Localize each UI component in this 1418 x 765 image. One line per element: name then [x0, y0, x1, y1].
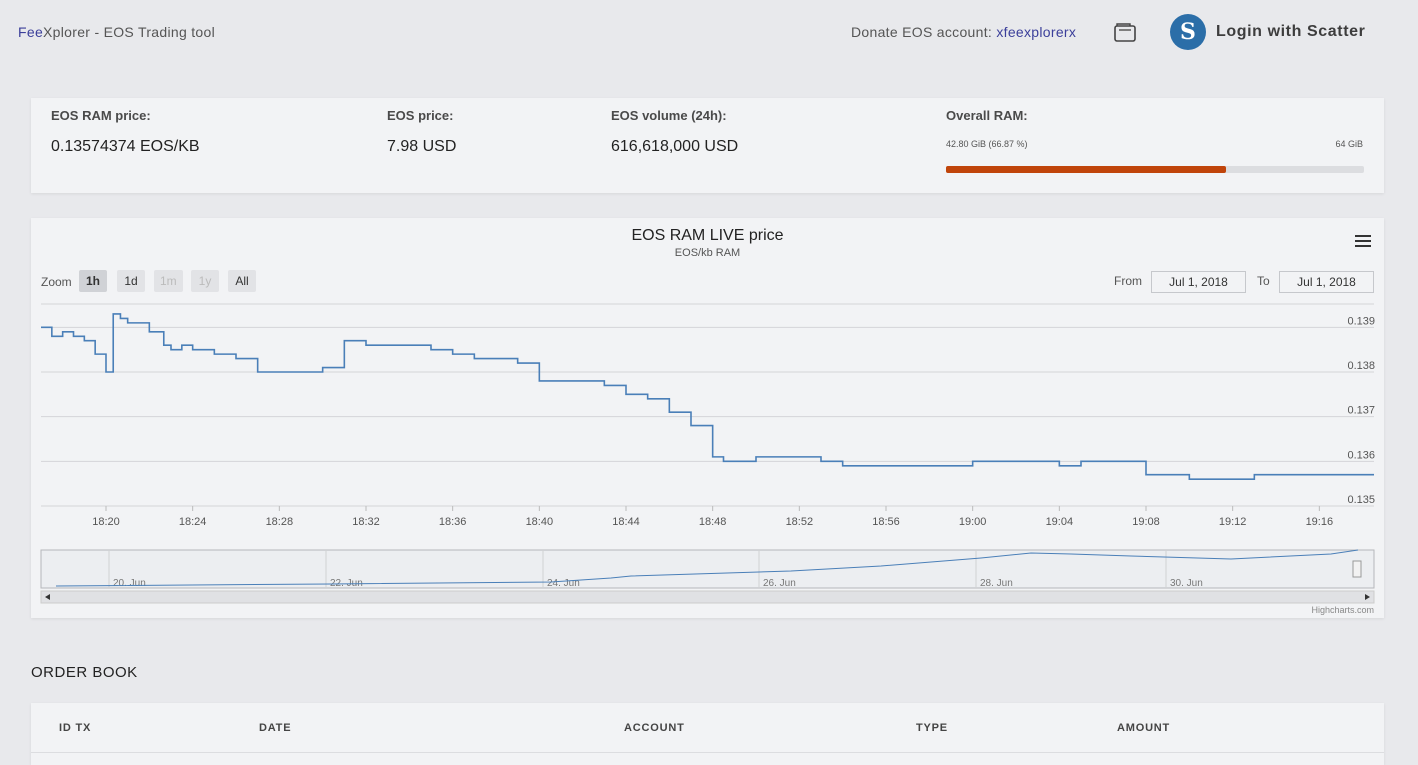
ram-price-value: 0.13574374 EOS/KB [51, 138, 200, 155]
ram-total-text: 64 GiB [1335, 139, 1363, 149]
from-date-input[interactable]: Jul 1, 2018 [1151, 271, 1246, 293]
navigator-scrollbar[interactable] [40, 590, 1375, 604]
column-id-tx[interactable]: ID TX [59, 722, 92, 734]
eos-price-value: 7.98 USD [387, 138, 457, 155]
ram-price-chart: EOS RAM LIVE price EOS/kb RAM Zoom 1h 1d… [31, 218, 1384, 618]
order-book-header: ID TX DATE ACCOUNT TYPE AMOUNT [31, 703, 1384, 753]
column-date[interactable]: DATE [259, 722, 292, 734]
x-tick-label: 18:28 [266, 516, 294, 528]
x-tick-label: 19:16 [1306, 516, 1334, 528]
zoom-1y-button[interactable]: 1y [191, 270, 219, 292]
login-with-scatter-button[interactable]: S Login with Scatter [1170, 14, 1365, 50]
overall-ram-label: Overall RAM: [946, 108, 1028, 123]
price-series-line [41, 313, 1374, 480]
donate-account-link[interactable]: xfeexplorerx [996, 24, 1077, 40]
volume-value: 616,618,000 USD [611, 138, 739, 155]
y-tick-label: 0.139 [1347, 315, 1375, 327]
x-tick-label: 19:04 [1046, 516, 1074, 528]
chart-title: EOS RAM LIVE price [631, 227, 784, 244]
zoom-all-button[interactable]: All [228, 270, 256, 292]
zoom-1d-button[interactable]: 1d [117, 270, 145, 292]
donate-info: Donate EOS account: xfeexplorerx [851, 24, 1076, 40]
wallet-icon[interactable] [1114, 22, 1136, 42]
x-tick-label: 18:44 [612, 516, 640, 528]
zoom-label: Zoom [41, 275, 72, 289]
x-tick-label: 18:40 [526, 516, 554, 528]
brand-prefix: Fee [18, 24, 44, 40]
eos-price-label: EOS price: [387, 108, 454, 123]
order-book-table: ID TX DATE ACCOUNT TYPE AMOUNT [31, 703, 1384, 765]
scroll-left-arrow-icon[interactable] [45, 594, 50, 600]
stats-panel: EOS RAM price: 0.13574374 EOS/KB EOS pri… [31, 98, 1384, 193]
column-account[interactable]: ACCOUNT [624, 722, 685, 734]
x-tick-label: 18:32 [352, 516, 380, 528]
zoom-1m-button[interactable]: 1m [154, 270, 183, 292]
y-tick-label: 0.138 [1347, 360, 1375, 372]
navigator-date-label: 26. Jun [763, 578, 796, 589]
x-tick-label: 19:00 [959, 516, 987, 528]
navigator-date-label: 30. Jun [1170, 578, 1203, 589]
column-amount[interactable]: AMOUNT [1117, 722, 1171, 734]
ram-used-text: 42.80 GiB (66.87 %) [946, 139, 1028, 149]
navigator-date-label: 28. Jun [980, 578, 1013, 589]
x-tick-label: 18:20 [92, 516, 120, 528]
volume-label: EOS volume (24h): [611, 108, 727, 123]
x-tick-label: 18:48 [699, 516, 727, 528]
header: FeeXplorer - EOS Trading tool Donate EOS… [0, 0, 1418, 64]
ram-progress-fill [946, 166, 1226, 173]
scroll-right-arrow-icon[interactable] [1365, 594, 1370, 600]
y-tick-label: 0.137 [1347, 405, 1375, 417]
from-label: From [1114, 274, 1142, 288]
hamburger-menu-icon[interactable] [1355, 235, 1371, 247]
x-tick-label: 18:56 [872, 516, 900, 528]
navigator-date-label: 20. Jun [113, 578, 146, 589]
x-tick-label: 18:24 [179, 516, 207, 528]
highcharts-credit[interactable]: Highcharts.com [1311, 605, 1374, 615]
column-type[interactable]: TYPE [916, 722, 948, 734]
x-tick-label: 19:12 [1219, 516, 1247, 528]
to-label: To [1257, 274, 1270, 288]
x-tick-label: 18:36 [439, 516, 467, 528]
brand-logo[interactable]: FeeXplorer - EOS Trading tool [18, 24, 215, 40]
scatter-logo-icon: S [1170, 14, 1206, 50]
ram-progress-bar [946, 166, 1364, 173]
y-tick-label: 0.136 [1347, 449, 1375, 461]
chart-plot-area[interactable]: 0.135 0.136 0.137 0.138 0.139 18:20 18:24 18:28… [31, 218, 1384, 618]
navigator-date-label: 24. Jun [547, 578, 580, 589]
order-book-title: ORDER BOOK [31, 664, 138, 681]
navigator-handle[interactable] [1352, 560, 1362, 578]
ram-price-label: EOS RAM price: [51, 108, 151, 123]
donate-label: Donate EOS account: [851, 24, 993, 40]
brand-name: Xplorer - EOS Trading tool [43, 24, 216, 40]
navigator-series-line [55, 549, 1359, 587]
login-label: Login with Scatter [1216, 23, 1366, 40]
chart-subtitle: EOS/kb RAM [674, 247, 741, 259]
to-date-input[interactable]: Jul 1, 2018 [1279, 271, 1374, 293]
x-tick-label: 19:08 [1132, 516, 1160, 528]
zoom-1h-button[interactable]: 1h [79, 270, 107, 292]
x-tick-label: 18:52 [786, 516, 814, 528]
y-tick-label: 0.135 [1347, 494, 1375, 506]
